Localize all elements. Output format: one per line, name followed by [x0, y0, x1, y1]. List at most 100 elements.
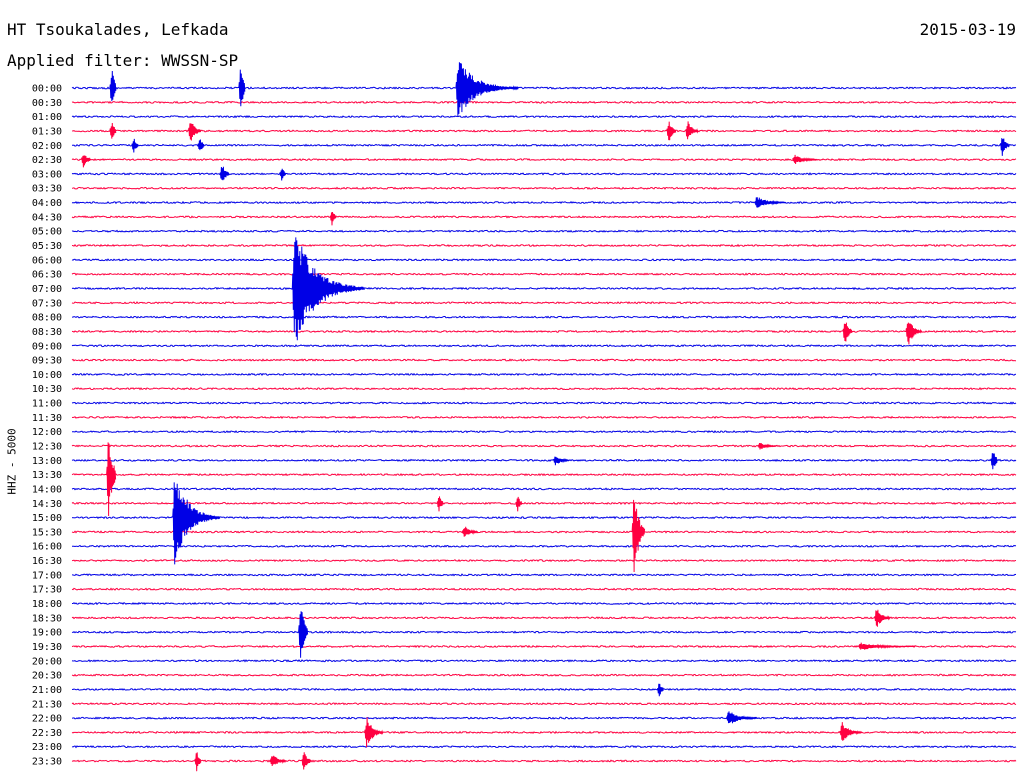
row-label: 03:30	[32, 184, 62, 195]
row-label: 02:30	[32, 155, 62, 166]
row-label: 04:30	[32, 212, 62, 223]
event-waveform	[269, 755, 287, 767]
trace-line	[71, 501, 1017, 506]
trace-line	[71, 301, 1017, 305]
row-label: 18:30	[32, 613, 62, 624]
row-label: 21:00	[32, 685, 62, 696]
event-waveform	[329, 211, 337, 226]
plot-date: 2015-03-19	[919, 20, 1016, 39]
row-label: 20:00	[32, 656, 62, 667]
trace-line	[72, 601, 1017, 606]
trace-line	[71, 200, 1017, 205]
event-waveform	[455, 62, 519, 116]
trace-line	[71, 702, 1017, 706]
event-waveform	[842, 322, 853, 342]
row-label: 10:30	[32, 384, 62, 395]
event-waveform	[858, 642, 916, 650]
row-label: 11:30	[32, 413, 62, 424]
row-label: 08:00	[32, 313, 62, 324]
row-label: 23:30	[32, 757, 62, 768]
trace-line	[71, 515, 1017, 520]
trace-line	[71, 172, 1017, 176]
trace-line	[71, 630, 1017, 634]
filter-label: Applied filter: WWSSN-SP	[7, 51, 239, 70]
event-waveform	[301, 752, 312, 770]
event-waveform	[905, 322, 922, 345]
event-waveform	[999, 138, 1010, 156]
event-waveform	[109, 70, 117, 102]
trace-line	[71, 329, 1017, 333]
trace-line	[71, 659, 1017, 663]
row-label: 00:30	[32, 98, 62, 109]
row-label: 17:30	[32, 585, 62, 596]
event-waveform	[131, 138, 139, 153]
event-waveform	[80, 155, 91, 168]
trace-line	[71, 215, 1017, 219]
trace-line	[71, 530, 1017, 534]
event-waveform	[631, 499, 646, 573]
event-waveform	[436, 496, 444, 512]
event-waveform	[172, 482, 221, 565]
event-waveform	[873, 609, 891, 627]
event-waveform	[666, 121, 677, 141]
row-label: 05:30	[32, 241, 62, 252]
event-waveform	[792, 154, 818, 165]
trace-line	[71, 401, 1017, 405]
trace-line	[71, 286, 1017, 291]
trace-line	[71, 616, 1017, 620]
trace-line	[71, 129, 1017, 133]
row-label: 19:30	[32, 642, 62, 653]
row-label: 13:30	[32, 470, 62, 481]
event-waveform	[990, 453, 998, 470]
trace-line	[71, 272, 1017, 276]
row-label: 16:00	[32, 542, 62, 553]
event-waveform	[298, 611, 309, 658]
trace-line	[71, 344, 1017, 348]
row-label: 21:30	[32, 699, 62, 710]
trace-line	[71, 157, 1017, 162]
row-label: 14:30	[32, 499, 62, 510]
row-label: 07:30	[32, 298, 62, 309]
row-label: 00:00	[32, 84, 62, 95]
row-label: 13:00	[32, 456, 62, 467]
event-waveform	[109, 122, 117, 139]
row-label: 03:00	[32, 169, 62, 180]
time-label-layer: 00:00 00:30 01:00 01:30 02:00 02:30 03:00 03:30…	[32, 84, 62, 768]
trace-line	[71, 258, 1017, 262]
event-waveform	[219, 166, 230, 181]
event-waveform	[194, 752, 202, 772]
row-label: 18:00	[32, 599, 62, 610]
trace-line	[71, 358, 1016, 362]
event-waveform	[757, 443, 777, 450]
station-title: HT Tsoukalades, Lefkada	[7, 20, 229, 39]
event-waveform	[754, 197, 787, 208]
trace-line	[71, 100, 1017, 104]
row-label: 22:30	[32, 728, 62, 739]
event-waveform	[726, 711, 758, 724]
event-waveform	[197, 139, 205, 151]
trace-line	[72, 716, 1017, 720]
event-waveform	[364, 717, 384, 748]
trace-line	[71, 186, 1016, 190]
trace-line	[72, 544, 1017, 548]
row-label: 01:30	[32, 126, 62, 137]
event-waveform	[279, 168, 287, 181]
row-label: 10:00	[32, 370, 62, 381]
trace-line	[71, 759, 1017, 763]
row-label: 05:00	[32, 227, 62, 238]
row-label: 11:00	[32, 399, 62, 410]
trace-line	[71, 229, 1017, 233]
trace-line	[71, 415, 1017, 420]
row-label: 08:30	[32, 327, 62, 338]
trace-line	[71, 730, 1017, 735]
event-waveform	[106, 442, 117, 517]
row-label: 15:30	[32, 527, 62, 538]
row-label: 20:30	[32, 671, 62, 682]
trace-line	[71, 387, 1017, 391]
row-label: 23:00	[32, 742, 62, 753]
row-label: 17:00	[32, 570, 62, 581]
trace-line	[71, 458, 1017, 462]
row-label: 09:30	[32, 356, 62, 367]
event-waveform	[187, 123, 202, 141]
row-label: 12:00	[32, 427, 62, 438]
